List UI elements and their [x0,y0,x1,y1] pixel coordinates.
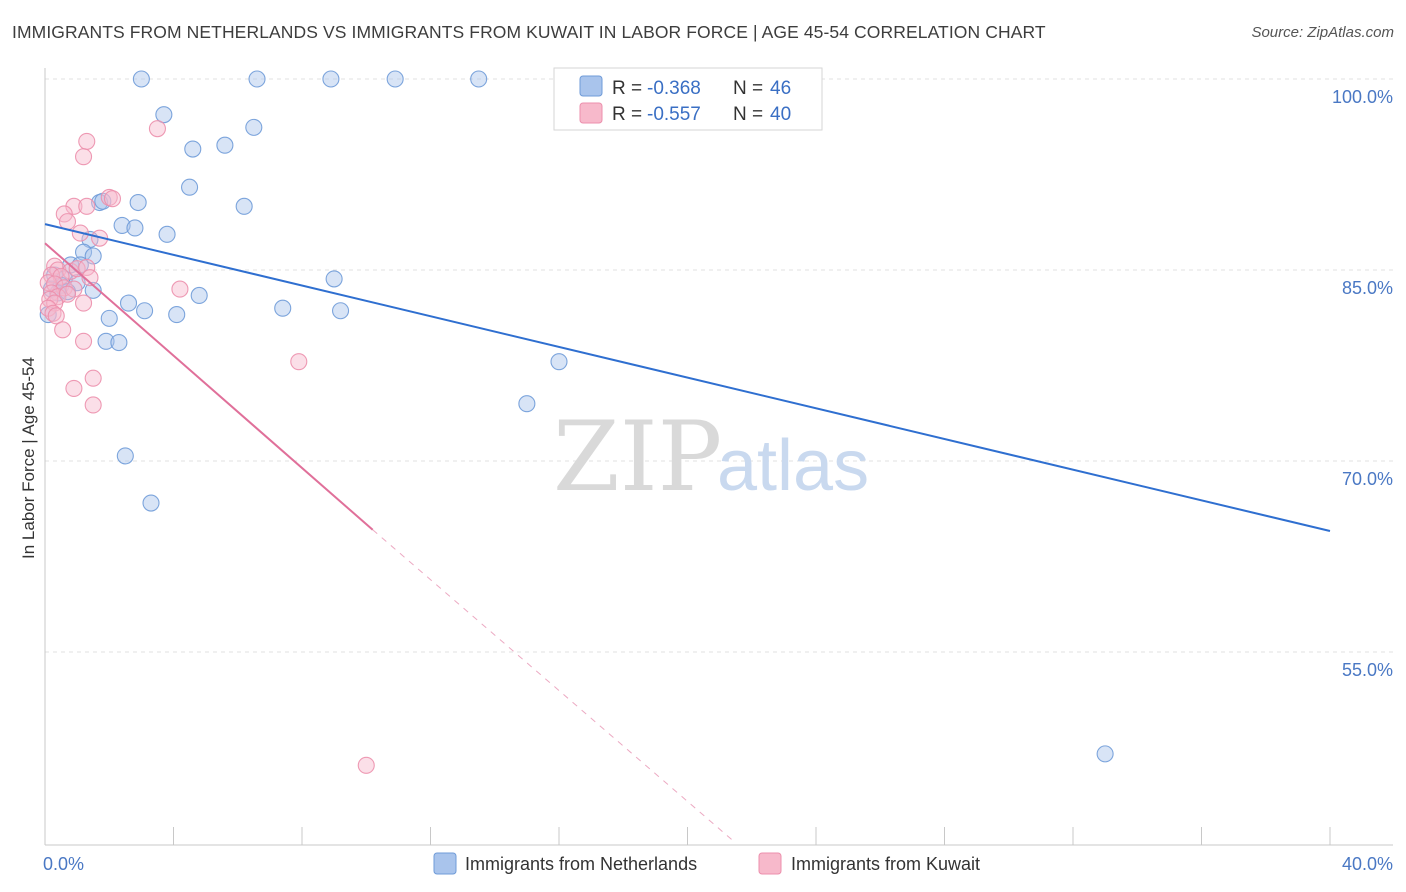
series-legend-label-kuwait: Immigrants from Kuwait [791,854,980,874]
point-kuwait [78,197,96,215]
point-netherlands [100,309,118,327]
watermark-zip: ZIP [553,401,722,513]
trend-line-netherlands [44,223,1331,533]
point-netherlands [518,395,536,413]
point-kuwait [47,307,65,325]
y-tick-labels: 100.0% 85.0% 70.0% 55.0% [1332,87,1393,680]
watermark-atlas: atlas [717,426,869,506]
point-netherlands [136,302,154,320]
data-points [39,70,1114,774]
point-kuwait [75,294,93,312]
y-tick-label: 85.0% [1342,278,1393,298]
point-netherlands [470,70,488,88]
legend-n-value-netherlands: 46 [770,78,791,99]
chart-title: IMMIGRANTS FROM NETHERLANDS VS IMMIGRANT… [12,22,1046,42]
y-tick-label: 55.0% [1342,660,1393,680]
point-netherlands [550,353,568,371]
point-kuwait [171,280,189,298]
chart-source: Source: ZipAtlas.com [1251,24,1394,41]
point-netherlands [274,299,292,317]
point-netherlands [386,70,404,88]
trend-line-kuwait [44,242,374,531]
y-tick-label: 70.0% [1342,469,1393,489]
legend-r-label-netherlands: R = [612,78,642,99]
point-netherlands [235,197,253,215]
point-kuwait [148,120,166,138]
point-kuwait [78,132,96,150]
point-netherlands [155,106,173,124]
point-kuwait [103,190,122,208]
x-tick-labels: 0.0% 40.0% [43,854,1393,874]
point-kuwait [290,353,308,371]
point-netherlands [190,286,208,305]
legend-swatch-netherlands [579,75,603,97]
point-kuwait [46,275,64,293]
point-netherlands [158,225,176,243]
x-tick-label: 0.0% [43,854,84,874]
point-netherlands [331,302,350,320]
legend-r-value-kuwait: -0.557 [647,104,701,125]
watermark: ZIP atlas [553,401,869,513]
point-netherlands [129,193,147,212]
legend-n-label-netherlands: N = [733,78,763,99]
point-kuwait [357,756,375,774]
point-netherlands [322,70,340,88]
point-kuwait [44,304,62,322]
point-netherlands [1096,745,1114,763]
point-netherlands [97,332,115,350]
point-kuwait [75,332,93,350]
series-legend-swatch-kuwait [758,852,782,875]
point-kuwait [75,148,93,166]
legend: R = -0.368 N = 46 R = -0.557 N = 40 [553,67,823,131]
grid-lines [45,78,1393,653]
x-tick-label: 40.0% [1342,854,1393,874]
point-netherlands [126,219,144,237]
series-legend-label-netherlands: Immigrants from Netherlands [465,854,697,874]
point-kuwait [81,269,99,287]
legend-n-value-kuwait: 40 [770,104,791,125]
point-kuwait [78,258,96,277]
point-netherlands [84,281,102,299]
legend-n-label-kuwait: N = [733,104,763,125]
point-netherlands [325,270,343,288]
point-netherlands [245,118,263,136]
point-netherlands [216,136,234,154]
axes [44,68,1393,846]
point-kuwait [39,274,57,292]
trend-line-kuwait-extrapolated [372,529,737,844]
point-netherlands [119,294,138,312]
point-kuwait [84,396,102,414]
point-netherlands [248,70,266,88]
series-legend: Immigrants from Netherlands Immigrants f… [433,852,980,875]
point-netherlands [132,70,150,88]
series-legend-swatch-netherlands [433,852,457,875]
point-netherlands [184,140,202,158]
point-kuwait [58,285,77,303]
y-tick-label: 100.0% [1332,87,1393,107]
legend-r-label-kuwait: R = [612,104,642,125]
legend-swatch-kuwait [579,102,603,124]
trend-lines [44,223,1331,844]
point-netherlands [142,494,160,512]
point-netherlands [116,447,134,465]
point-netherlands [110,334,128,352]
point-kuwait [84,369,102,387]
y-axis-label: In Labor Force | Age 45-54 [19,357,38,559]
point-kuwait [54,321,72,339]
legend-r-value-netherlands: -0.368 [647,78,701,99]
point-kuwait [65,379,83,397]
point-netherlands [113,216,131,234]
point-netherlands [168,306,186,324]
point-netherlands [181,178,199,196]
